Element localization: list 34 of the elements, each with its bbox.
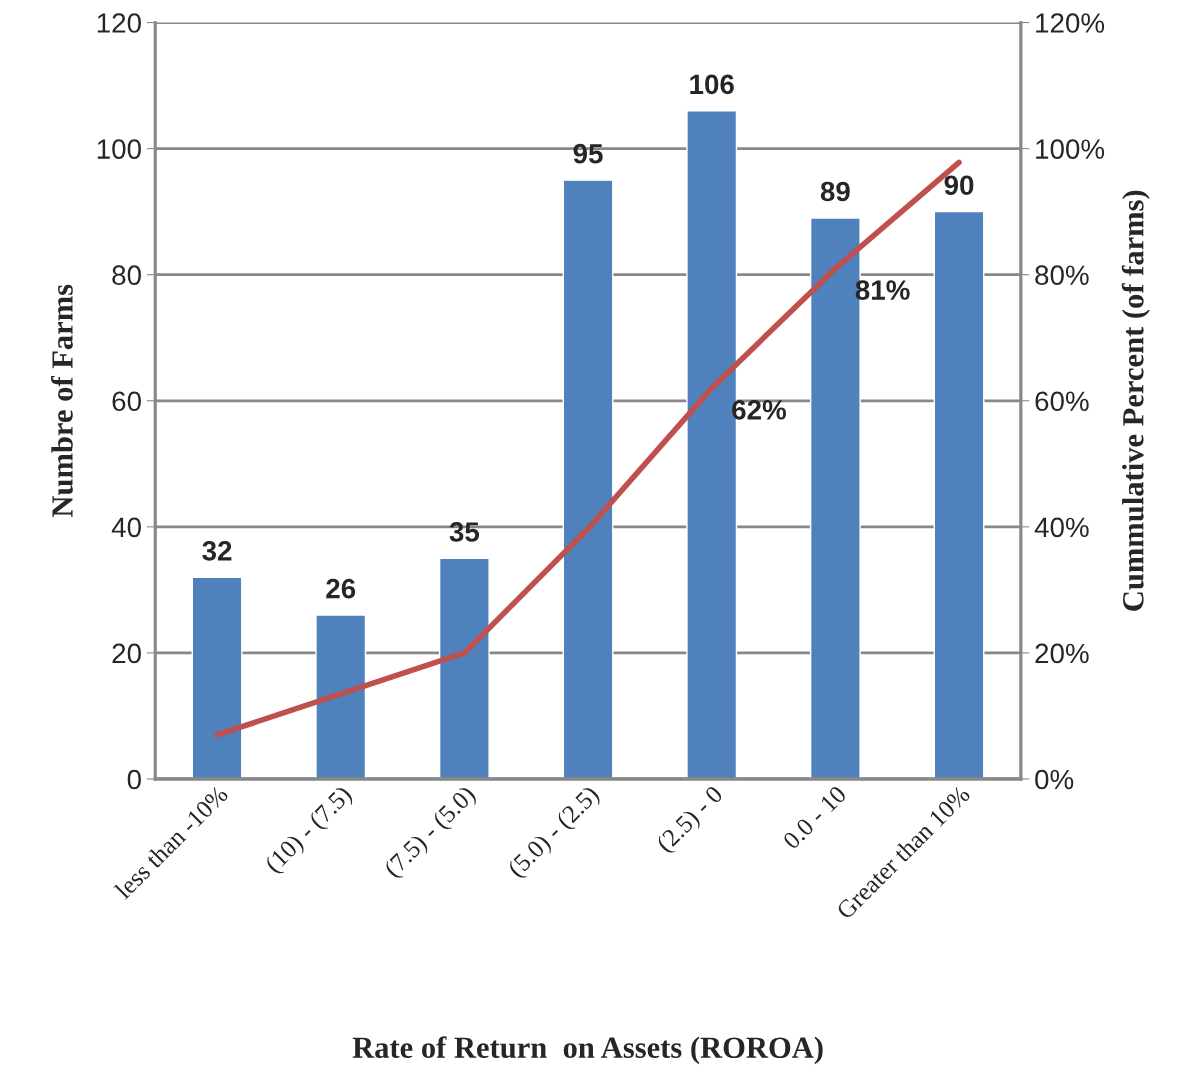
x-tick-label: (7.5) - (5.0) [382, 784, 480, 882]
y-tick-label: 0 [127, 769, 141, 790]
y-tick-label: 60 [112, 391, 141, 412]
y2-tick-label: 80% [1035, 265, 1089, 286]
y2-tick-label: 60% [1035, 391, 1089, 412]
data-label: 90 [944, 175, 974, 196]
y-tick-label: 120 [97, 13, 141, 33]
y2-axis-title: Cummulative Percent (of farms) [1121, 190, 1150, 611]
y-tick-label: 80 [112, 265, 141, 286]
data-label: 32 [202, 541, 232, 561]
data-label: 89 [820, 181, 850, 202]
data-label: 95 [573, 143, 603, 164]
y-tick-label: 40 [111, 517, 141, 538]
bar [562, 179, 614, 779]
data-label: 106 [690, 74, 734, 95]
y2-tick-label: 100% [1036, 139, 1105, 159]
y2-tick-label: 20% [1035, 643, 1089, 664]
y2-tick-label: 40% [1034, 517, 1089, 538]
x-tick-label: (2.5) - 0 [655, 784, 728, 857]
y2-tick-label: 0% [1035, 769, 1074, 790]
y2-tick-label: 120% [1036, 13, 1105, 33]
x-tick-label: 0.0 - 10 [782, 784, 848, 851]
bar [315, 614, 367, 779]
bar [933, 210, 985, 779]
bar [438, 557, 490, 779]
y-tick-label: 100 [97, 139, 141, 159]
bar [191, 576, 243, 779]
data-label: 35 [449, 522, 480, 542]
x-axis-title: Rate of Return on Assets (ROROA) [352, 1036, 823, 1065]
y-axis-title: Numbre of Farms [51, 284, 73, 518]
x-tick-label: (10) - (7.5) [263, 784, 356, 878]
y-tick-label: 20 [112, 643, 141, 664]
data-label: 26 [326, 578, 356, 599]
x-tick-label: (5.0) - (2.5) [506, 784, 604, 882]
